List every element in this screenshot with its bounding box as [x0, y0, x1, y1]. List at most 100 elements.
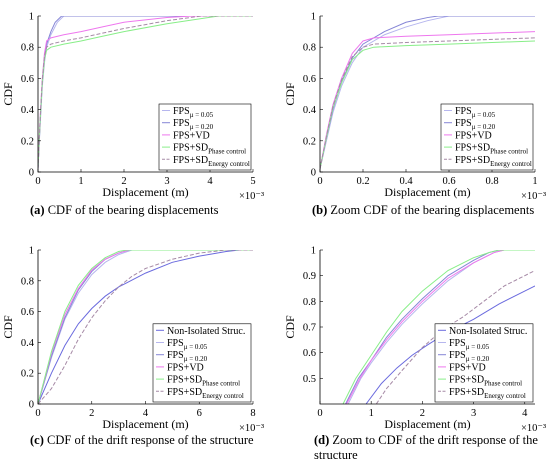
- caption: (d) Zoom to CDF of the drift response of…: [314, 433, 538, 462]
- x-axis-label: Displacement (m): [384, 185, 470, 199]
- y-tick-label: 1: [311, 12, 316, 23]
- y-axis-label: CDF: [283, 315, 297, 339]
- legend-label-sd_energy: FPS+SDEnergy control: [167, 387, 244, 400]
- y-tick-label: 0.8: [21, 43, 34, 54]
- y-tick-label: 0.6: [21, 307, 34, 318]
- legend-label-fpsvd: FPS+VD: [173, 130, 210, 141]
- legend-box: [434, 323, 534, 403]
- series-line-fpsvd: [38, 250, 253, 404]
- x-multiplier: ×10⁻³: [239, 191, 264, 202]
- x-tick-label: 2: [89, 408, 94, 419]
- chart-c: 0 2 4 6 8 0 0.2 0.4 0.6 0.8 1 Displacement (m) CDF ×1…: [1, 246, 264, 448]
- x-axis-label: Displacement (m): [384, 417, 470, 431]
- x-multiplier: ×10⁻³: [521, 423, 546, 434]
- y-tick-label: 0.6: [303, 348, 316, 359]
- x-tick-label: 1: [369, 408, 374, 419]
- legend-label-fps005: FPSμ = 0.05: [455, 106, 496, 119]
- series-group: [320, 16, 535, 169]
- legend-label-fps020: FPSμ = 0.20: [173, 118, 214, 131]
- legend-box: [440, 103, 534, 171]
- y-tick-label: 0.8: [303, 43, 316, 54]
- y-tick-label: 0.6: [303, 74, 316, 85]
- y-tick-label: 0.6: [21, 74, 34, 85]
- x-tick-label: 2: [121, 176, 126, 187]
- x-tick-label: 5: [250, 176, 255, 187]
- x-tick-label: 0: [35, 176, 40, 187]
- caption: (c) CDF of the drift response of the str…: [30, 433, 254, 447]
- y-tick-label: 0: [311, 168, 316, 179]
- y-tick-label: 0.8: [21, 276, 34, 287]
- legend-label-fpsvd: FPS+VD: [449, 362, 486, 373]
- legend-box: [152, 323, 252, 403]
- caption-text-line2: structure: [314, 448, 358, 462]
- legend-label-fps020: FPSμ = 0.20: [455, 118, 496, 131]
- x-tick-label: 0.6: [442, 176, 455, 187]
- legend-label-fps005: FPSμ = 0.05: [173, 106, 214, 119]
- y-tick-label: 0.5: [303, 374, 316, 385]
- legend-label-nonisolated: Non-Isolated Struc.: [167, 326, 245, 337]
- y-tick-label: 0.4: [21, 338, 35, 349]
- caption-text: (c) CDF of the drift response of the str…: [30, 433, 254, 447]
- caption: (b) Zoom CDF of the bearing displacement…: [312, 203, 534, 217]
- x-multiplier: ×10⁻³: [521, 191, 546, 202]
- y-axis-label: CDF: [1, 82, 15, 106]
- x-tick-label: 0.8: [485, 176, 498, 187]
- y-tick-label: 1: [29, 246, 34, 257]
- series-group: [38, 250, 253, 404]
- x-tick-label: 0: [317, 408, 322, 419]
- y-tick-label: 0.4: [21, 105, 35, 116]
- chart-a: 0 1 2 3 4 5 0 0.2 0.4 0.6 0.8 1 Displacement (m) CDF ×…: [1, 12, 264, 218]
- x-axis-label: Displacement (m): [102, 185, 188, 199]
- x-tick-label: 3: [164, 176, 169, 187]
- x-tick-label: 4: [207, 176, 213, 187]
- legend-label-sd_phase: FPS+SDPhase control: [449, 375, 522, 388]
- x-tick-label: 2: [420, 408, 425, 419]
- caption: (a) CDF of the bearing displacements: [30, 203, 219, 217]
- y-axis-label: CDF: [283, 82, 297, 106]
- chart-b: 0 0.2 0.4 0.6 0.8 1 0 0.2 0.4 0.6 0.8 1 Displacement…: [283, 12, 546, 218]
- series-line-fps005: [38, 250, 253, 404]
- y-tick-label: 0: [29, 400, 34, 411]
- series-line-sd_phase: [38, 250, 253, 404]
- series-line-nonisolated: [38, 250, 253, 404]
- y-tick-label: 0: [29, 168, 34, 179]
- series-line-sd_energy: [38, 16, 253, 169]
- y-tick-label: 1: [29, 12, 34, 23]
- x-tick-label: 6: [197, 408, 202, 419]
- legend-label-sd_phase: FPS+SDPhase control: [167, 375, 240, 388]
- legend-label-fps005: FPSμ = 0.05: [449, 338, 490, 351]
- chart-d: 0 1 2 3 4 0.5 0.6 0.7 0.8 0.9 1 Displacement (m) CDF…: [283, 246, 546, 463]
- x-tick-label: 0: [317, 176, 322, 187]
- legend-label-sd_energy: FPS+SDEnergy control: [449, 387, 526, 400]
- legend-label-sd_phase: FPS+SDPhase control: [173, 143, 246, 156]
- y-tick-label: 0.9: [303, 271, 316, 282]
- x-tick-label: 0.4: [399, 176, 413, 187]
- x-tick-label: 1: [78, 176, 83, 187]
- x-multiplier: ×10⁻³: [239, 423, 264, 434]
- caption-text: (d) Zoom to CDF of the drift response of…: [314, 433, 538, 447]
- series-line-sd_phase: [320, 40, 535, 169]
- legend-label-fpsvd: FPS+VD: [167, 362, 204, 373]
- caption-text: (a) CDF of the bearing displacements: [30, 203, 219, 217]
- y-tick-label: 0.7: [303, 323, 316, 334]
- legend-label-fps020: FPSμ = 0.20: [449, 350, 490, 363]
- y-axis-label: CDF: [1, 315, 15, 339]
- legend-label-sd_phase: FPS+SDPhase control: [455, 143, 528, 156]
- series-group: [342, 250, 535, 404]
- legend-label-fpsvd: FPS+VD: [455, 130, 492, 141]
- x-tick-label: 8: [250, 408, 255, 419]
- caption-text: (b) Zoom CDF of the bearing displacement…: [312, 203, 534, 217]
- y-tick-label: 0.2: [303, 136, 316, 147]
- legend-label-nonisolated: Non-Isolated Struc.: [449, 326, 527, 337]
- series-group: [38, 16, 253, 169]
- series-line-sd_phase: [342, 250, 535, 404]
- y-tick-label: 0.8: [303, 297, 316, 308]
- series-line-sd_energy: [375, 270, 535, 404]
- x-tick-label: 4: [143, 408, 149, 419]
- x-tick-label: 0: [35, 408, 40, 419]
